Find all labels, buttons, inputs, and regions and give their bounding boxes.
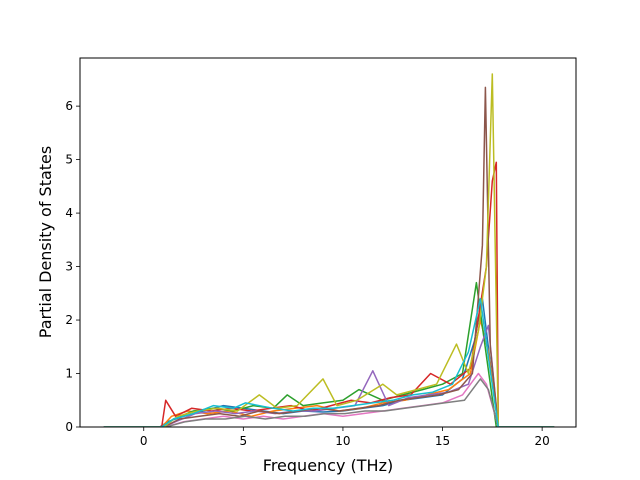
x-tick-label: 15 (435, 434, 450, 448)
y-tick-label: 4 (65, 206, 73, 220)
series-layer (103, 73, 555, 427)
plot-frame (79, 57, 577, 428)
y-axis-ticks: 0 1 2 3 4 5 6 (65, 99, 80, 434)
y-tick-label: 2 (65, 313, 73, 327)
y-axis-label: Partial Density of States (36, 146, 55, 338)
y-tick-label: 1 (65, 367, 73, 381)
x-tick-label: 20 (534, 434, 549, 448)
y-tick-label: 0 (65, 420, 73, 434)
series-line-9 (103, 73, 555, 427)
y-tick-label: 5 (65, 153, 73, 167)
x-tick-label: 5 (240, 434, 248, 448)
y-tick-label: 3 (65, 260, 73, 274)
series-line-6 (103, 86, 555, 427)
x-axis-ticks: 0 5 10 15 20 (140, 427, 550, 448)
y-tick-label: 6 (65, 99, 73, 113)
x-axis-label: Frequency (THz) (263, 456, 393, 475)
x-tick-label: 0 (140, 434, 148, 448)
series-line-8 (103, 378, 555, 427)
x-tick-label: 10 (335, 434, 350, 448)
series-line-10 (103, 297, 555, 427)
series-line-7 (103, 372, 555, 427)
